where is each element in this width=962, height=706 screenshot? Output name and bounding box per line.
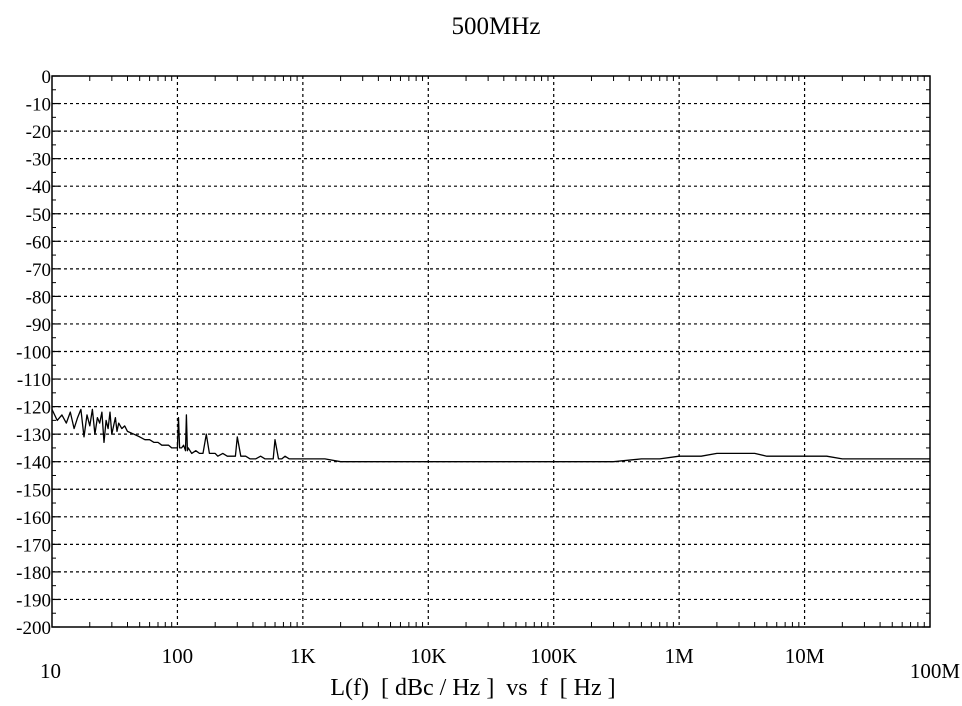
y-tick-label: -10: [26, 95, 51, 116]
y-tick-label: -40: [26, 177, 51, 198]
x-tick-label: 10: [40, 659, 61, 683]
y-tick-label: -140: [16, 453, 51, 474]
x-tick-label: 100K: [530, 644, 577, 668]
series-layer: [51, 408, 930, 463]
y-tick-label: -150: [16, 480, 51, 501]
y-axis-ticks: 0 -10 -20 -30 -40 -50 -60 -70 -80 -90 -100 -110 -120…: [16, 67, 51, 639]
y-tick-label: -190: [16, 590, 51, 611]
y-tick-label: -160: [16, 508, 51, 529]
y-tick-label: -130: [16, 425, 51, 446]
y-tick-label: -120: [16, 398, 51, 419]
x-tick-label: 10M: [785, 644, 825, 668]
minor-ticks: [52, 75, 930, 628]
x-axis-label: L(f) [ dBc / Hz ] vs f [ Hz ]: [330, 675, 615, 701]
x-tick-label: 1K: [290, 644, 316, 668]
x-tick-label: 100M: [910, 659, 961, 683]
y-tick-label: -50: [26, 205, 51, 226]
y-tick-label: -70: [26, 260, 51, 281]
y-tick-label: -20: [26, 122, 51, 143]
y-tick-label: -170: [16, 535, 51, 556]
x-tick-label: 1M: [665, 644, 695, 668]
y-tick-label: -30: [26, 150, 51, 171]
grid-lines: [52, 76, 930, 627]
x-tick-label: 100: [162, 644, 194, 668]
x-tick-label: 10K: [410, 644, 446, 668]
chart-title: 500MHz: [452, 13, 541, 40]
y-tick-label: -90: [26, 315, 51, 336]
y-tick-label: -110: [17, 370, 51, 391]
phase-noise-series-line: [51, 408, 930, 463]
y-tick-label: 0: [42, 67, 52, 88]
y-tick-label: -100: [16, 343, 51, 364]
y-tick-label: -200: [16, 618, 51, 639]
x-axis-ticks: 10 100 1K 10K 100K 1M 10M 100M: [40, 644, 960, 683]
y-tick-label: -180: [16, 563, 51, 584]
y-tick-label: -60: [26, 232, 51, 253]
y-tick-label: -80: [26, 287, 51, 308]
